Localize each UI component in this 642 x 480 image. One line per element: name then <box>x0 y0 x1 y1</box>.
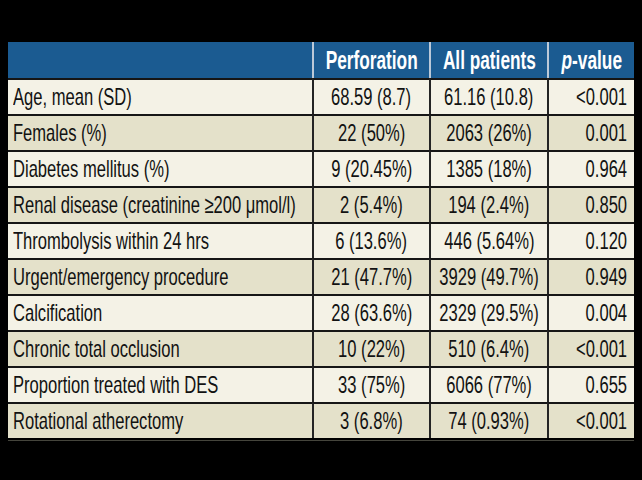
row-p-value: 0.949 <box>586 263 627 291</box>
row-perforation-value: 22 (50%) <box>338 119 405 147</box>
row-label-cell: Chronic total occlusion <box>8 330 312 366</box>
row-p-value-cell: 0.004 <box>547 294 634 330</box>
header-p-value-label: p-value <box>561 46 621 75</box>
row-label: Renal disease (creatinine ≥200 μmol/l) <box>13 191 296 219</box>
header-perforation-label: Perforation <box>325 46 417 75</box>
row-all-patients-cell: 2063 (26%) <box>429 114 547 150</box>
row-perforation-value: 10 (22%) <box>338 335 405 363</box>
row-all-patients-value: 3929 (49.7%) <box>439 263 538 291</box>
row-p-value: 0.120 <box>586 227 627 255</box>
row-p-value: 0.001 <box>586 119 627 147</box>
row-p-value-cell: <0.001 <box>547 78 634 114</box>
header-cell-all-patients: All patients <box>429 42 547 78</box>
row-perforation-cell: 33 (75%) <box>312 366 429 402</box>
header-cell-p-value: p-value <box>547 42 634 78</box>
row-all-patients-value: 2329 (29.5%) <box>439 299 538 327</box>
row-p-value: <0.001 <box>576 407 627 435</box>
table-bottom-edge <box>8 440 634 441</box>
row-p-value: 0.655 <box>586 371 627 399</box>
row-p-value-cell: 0.120 <box>547 222 634 258</box>
row-perforation-value: 9 (20.45%) <box>331 155 412 183</box>
row-perforation-cell: 10 (22%) <box>312 330 429 366</box>
row-label: Proportion treated with DES <box>13 371 218 399</box>
row-perforation-value: 6 (13.6%) <box>336 227 408 255</box>
row-all-patients-value: 61.16 (10.8) <box>444 83 533 111</box>
row-all-patients-value: 446 (5.64%) <box>444 227 534 255</box>
row-label-cell: Females (%) <box>8 114 312 150</box>
row-label: Chronic total occlusion <box>13 335 180 363</box>
row-p-value-cell: 0.655 <box>547 366 634 402</box>
row-perforation-value: 33 (75%) <box>338 371 405 399</box>
row-label-cell: Rotational atherectomy <box>8 402 312 438</box>
row-all-patients-cell: 510 (6.4%) <box>429 330 547 366</box>
row-p-value: 0.850 <box>586 191 627 219</box>
row-all-patients-value: 510 (6.4%) <box>448 335 529 363</box>
row-perforation-value: 21 (47.7%) <box>331 263 412 291</box>
row-all-patients-cell: 61.16 (10.8) <box>429 78 547 114</box>
row-all-patients-cell: 194 (2.4%) <box>429 186 547 222</box>
row-label-cell: Age, mean (SD) <box>8 78 312 114</box>
figure-background: Perforation All patients p-value Age, me… <box>0 0 642 480</box>
row-all-patients-value: 194 (2.4%) <box>448 191 529 219</box>
comparison-table: Perforation All patients p-value Age, me… <box>8 42 634 438</box>
row-label-cell: Diabetes mellitus (%) <box>8 150 312 186</box>
row-p-value-cell: <0.001 <box>547 330 634 366</box>
row-label: Thrombolysis within 24 hrs <box>13 227 209 255</box>
row-p-value-cell: 0.964 <box>547 150 634 186</box>
row-label-cell: Renal disease (creatinine ≥200 μmol/l) <box>8 186 312 222</box>
row-label: Rotational atherectomy <box>13 407 183 435</box>
header-cell-perforation: Perforation <box>312 42 429 78</box>
row-all-patients-cell: 6066 (77%) <box>429 366 547 402</box>
row-label-cell: Urgent/emergency procedure <box>8 258 312 294</box>
row-perforation-cell: 22 (50%) <box>312 114 429 150</box>
row-all-patients-cell: 3929 (49.7%) <box>429 258 547 294</box>
row-perforation-cell: 3 (6.8%) <box>312 402 429 438</box>
row-label-cell: Calcification <box>8 294 312 330</box>
row-perforation-value: 68.59 (8.7) <box>331 83 411 111</box>
row-label: Urgent/emergency procedure <box>13 263 228 291</box>
row-all-patients-value: 74 (0.93%) <box>448 407 529 435</box>
row-all-patients-value: 1385 (18%) <box>446 155 532 183</box>
row-p-value: 0.004 <box>586 299 627 327</box>
row-p-value: 0.964 <box>586 155 627 183</box>
row-label-cell: Thrombolysis within 24 hrs <box>8 222 312 258</box>
row-all-patients-value: 6066 (77%) <box>446 371 532 399</box>
row-p-value-cell: 0.850 <box>547 186 634 222</box>
row-perforation-cell: 21 (47.7%) <box>312 258 429 294</box>
row-p-value-cell: <0.001 <box>547 402 634 438</box>
row-perforation-cell: 9 (20.45%) <box>312 150 429 186</box>
row-perforation-cell: 28 (63.6%) <box>312 294 429 330</box>
row-label: Calcification <box>13 299 102 327</box>
row-perforation-value: 28 (63.6%) <box>331 299 412 327</box>
row-all-patients-cell: 446 (5.64%) <box>429 222 547 258</box>
row-p-value: <0.001 <box>576 83 627 111</box>
row-p-value: <0.001 <box>576 335 627 363</box>
row-all-patients-cell: 2329 (29.5%) <box>429 294 547 330</box>
row-all-patients-value: 2063 (26%) <box>446 119 532 147</box>
row-p-value-cell: 0.001 <box>547 114 634 150</box>
row-perforation-cell: 68.59 (8.7) <box>312 78 429 114</box>
row-perforation-value: 2 (5.4%) <box>340 191 403 219</box>
row-perforation-value: 3 (6.8%) <box>340 407 403 435</box>
row-perforation-cell: 2 (5.4%) <box>312 186 429 222</box>
row-all-patients-cell: 1385 (18%) <box>429 150 547 186</box>
header-all-patients-label: All patients <box>443 46 536 75</box>
row-label: Age, mean (SD) <box>13 83 132 111</box>
row-p-value-cell: 0.949 <box>547 258 634 294</box>
row-label: Diabetes mellitus (%) <box>13 155 169 183</box>
row-label-cell: Proportion treated with DES <box>8 366 312 402</box>
row-label: Females (%) <box>13 119 107 147</box>
row-all-patients-cell: 74 (0.93%) <box>429 402 547 438</box>
header-cell-empty <box>8 42 312 78</box>
row-perforation-cell: 6 (13.6%) <box>312 222 429 258</box>
